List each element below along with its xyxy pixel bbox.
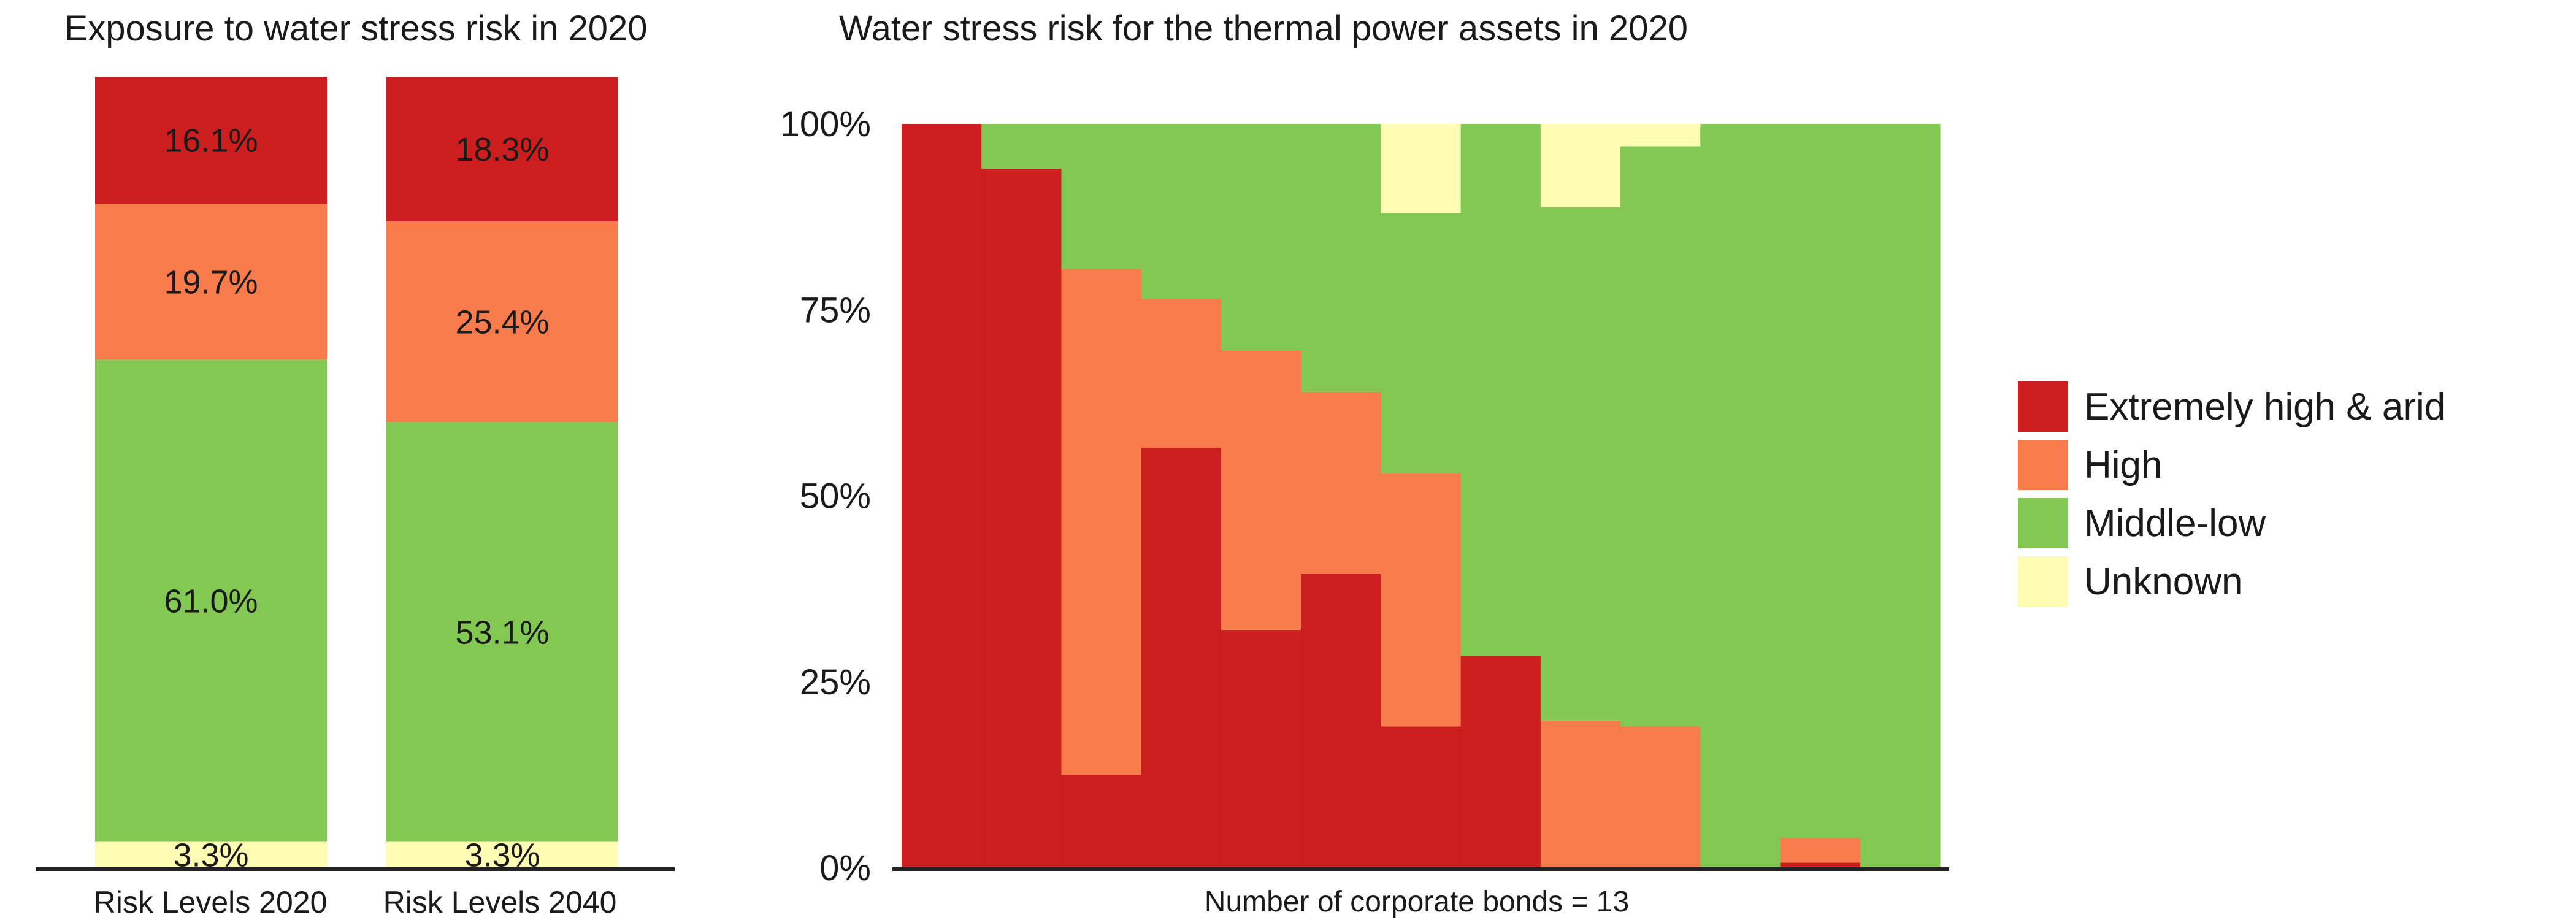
bond-3-middle-low-segment — [1061, 124, 1142, 269]
data-label-high-2020: 19.7% — [164, 264, 258, 301]
legend-swatch-extremely-high-and-arid — [2018, 381, 2068, 432]
bond-9-middle-low-segment — [1540, 207, 1621, 721]
bond-6-middle-low-segment — [1301, 124, 1381, 392]
y-tick-label-50: 50% — [800, 477, 871, 516]
bond-7-extremely-high-and-arid-segment — [1381, 726, 1462, 868]
bond-11-middle-low-segment — [1700, 124, 1781, 868]
legend-label-high: High — [2084, 444, 2163, 486]
category-label-2020: Risk Levels 2020 — [94, 885, 328, 919]
data-label-high-2040: 25.4% — [455, 304, 549, 341]
bond-4-high-segment — [1141, 299, 1222, 448]
bond-2-middle-low-segment — [981, 124, 1062, 169]
legend-swatch-unknown — [2018, 556, 2068, 607]
bond-9-high-segment — [1540, 720, 1621, 868]
bond-3-extremely-high-and-arid-segment — [1061, 775, 1142, 868]
bond-5-middle-low-segment — [1221, 124, 1301, 351]
legend-label-unknown: Unknown — [2084, 561, 2242, 603]
bond-10-high-segment — [1620, 726, 1701, 868]
thermal-assets-chart-title: Water stress risk for the thermal power … — [839, 9, 1688, 48]
bond-5-extremely-high-and-arid-segment — [1221, 629, 1301, 868]
bond-7-middle-low-segment — [1381, 213, 1462, 474]
legend-swatch-high — [2018, 440, 2068, 490]
y-tick-label-75: 75% — [800, 290, 871, 330]
bond-4-extremely-high-and-arid-segment — [1141, 447, 1222, 868]
bond-10-unknown-segment — [1620, 124, 1701, 147]
bond-3-high-segment — [1061, 269, 1142, 775]
legend-swatch-middle-low — [2018, 498, 2068, 548]
bond-12-high-segment — [1780, 838, 1861, 863]
legend-label-extremely-high-and-arid: Extremely high & arid — [2084, 386, 2445, 428]
data-label-extremely-high-and-arid-2040: 18.3% — [455, 131, 549, 168]
bond-13-middle-low-segment — [1860, 124, 1941, 868]
exposure-chart: Exposure to water stress risk in 2020 3.… — [36, 9, 675, 919]
y-tick-label-100: 100% — [780, 104, 871, 144]
bar-segment-unknown-2020 — [95, 841, 327, 868]
bond-6-high-segment — [1301, 391, 1381, 574]
bar-segment-extremely-high-and-arid-2040 — [386, 77, 618, 221]
data-label-extremely-high-and-arid-2020: 16.1% — [164, 123, 258, 159]
thermal-assets-chart: Water stress risk for the thermal power … — [780, 9, 1949, 918]
x-axis-label: Number of corporate bonds = 13 — [1205, 886, 1629, 918]
legend: Extremely high & arid High Middle-low Unkno… — [2018, 381, 2445, 607]
bond-1-extremely-high-and-arid-segment — [902, 124, 982, 868]
bond-2-extremely-high-and-arid-segment — [981, 168, 1062, 868]
bond-9-unknown-segment — [1540, 124, 1621, 207]
data-label-middle-low-2040: 53.1% — [455, 614, 549, 651]
bar-segment-middle-low-2020 — [95, 359, 327, 842]
bar-segment-unknown-2040 — [386, 841, 618, 868]
exposure-bars: 3.3%61.0%19.7%16.1%3.3%53.1%25.4%18.3% — [95, 77, 618, 874]
legend-label-middle-low: Middle-low — [2084, 502, 2266, 545]
bond-12-middle-low-segment — [1780, 124, 1861, 838]
bond-6-extremely-high-and-arid-segment — [1301, 573, 1381, 868]
bar-segment-high-2020 — [95, 204, 327, 360]
y-axis-ticks: 0% 25% 50% 75% 100% — [780, 104, 871, 888]
bond-7-unknown-segment — [1381, 124, 1462, 213]
bar-segment-middle-low-2040 — [386, 422, 618, 842]
bond-4-middle-low-segment — [1141, 124, 1222, 299]
data-label-middle-low-2020: 61.0% — [164, 583, 258, 619]
bond-12-extremely-high-and-arid-segment — [1780, 862, 1861, 868]
exposure-chart-title: Exposure to water stress risk in 2020 — [64, 9, 648, 48]
category-label-2040: Risk Levels 2040 — [383, 885, 617, 919]
y-tick-label-0: 0% — [819, 848, 871, 888]
bond-5-high-segment — [1221, 350, 1301, 630]
bond-8-middle-low-segment — [1460, 124, 1541, 656]
bond-8-extremely-high-and-arid-segment — [1460, 656, 1541, 868]
y-tick-label-25: 25% — [800, 662, 871, 702]
thermal-assets-bars — [902, 124, 1941, 868]
bar-segment-extremely-high-and-arid-2020 — [95, 77, 327, 204]
bond-10-middle-low-segment — [1620, 146, 1701, 727]
bond-7-high-segment — [1381, 473, 1462, 727]
bar-segment-high-2040 — [386, 221, 618, 423]
